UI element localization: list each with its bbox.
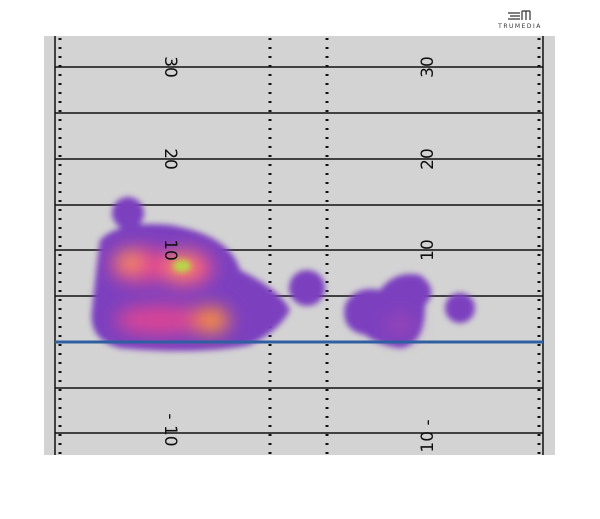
yard-number: 10 bbox=[160, 239, 180, 261]
yard-number: 20 bbox=[160, 148, 180, 170]
logo-text: TRUMEDIA bbox=[497, 23, 542, 30]
right-numbers: 30 20 10 10 - bbox=[418, 56, 438, 452]
heatmap bbox=[91, 197, 475, 351]
left-numbers: 30 20 10 - 10 bbox=[160, 56, 180, 446]
yard-number: 30 bbox=[418, 56, 438, 78]
yard-number: 10 - bbox=[418, 419, 438, 452]
hash-marks bbox=[58, 38, 541, 455]
logo: TRUMEDIA bbox=[497, 10, 542, 30]
yard-number: - 10 bbox=[160, 413, 180, 446]
yard-number: 20 bbox=[418, 148, 438, 170]
yard-number: 10 bbox=[418, 239, 438, 261]
yard-number: 30 bbox=[160, 56, 180, 78]
